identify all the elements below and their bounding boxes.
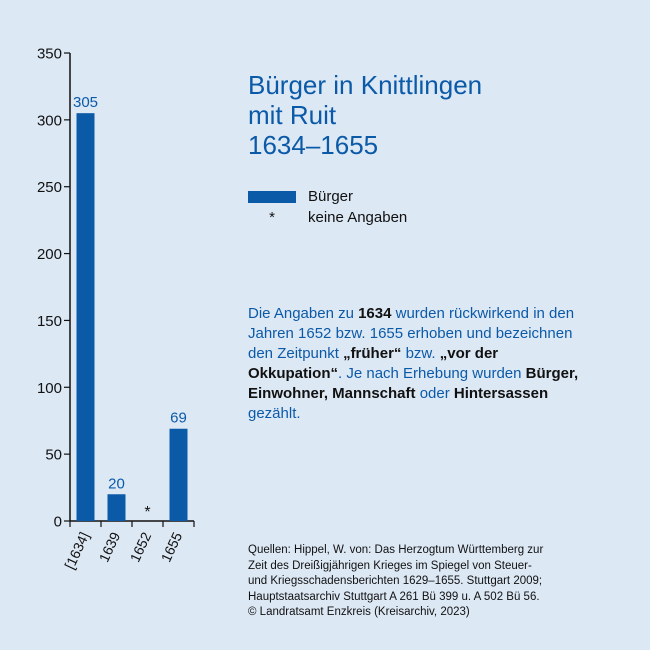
y-tick-label: 200	[37, 246, 62, 263]
desc-part: wurden rückwirkend in den Jahren 1652 bz…	[248, 305, 575, 362]
desc-part: bzw.	[401, 345, 440, 362]
x-tick-label: 1639	[96, 529, 124, 564]
legend-missing-label: keine Angaben	[308, 209, 408, 226]
y-tick-label: 150	[37, 313, 62, 330]
legend-swatch	[248, 190, 296, 203]
y-tick-label: 0	[54, 514, 62, 531]
legend-item-series: Bürger	[248, 186, 407, 207]
description-text: Die Angaben zu 1634 wurden rückwirkend i…	[248, 304, 593, 424]
y-tick-label: 350	[37, 46, 62, 63]
missing-value-marker: *	[144, 504, 150, 521]
desc-bold: „früher“	[343, 345, 402, 362]
desc-part: . Je nach Erhebung wurden	[338, 365, 526, 382]
desc-part: oder	[415, 385, 454, 402]
sources-line: und Kriegsschadensberichten 1629–1655. S…	[248, 575, 543, 587]
y-tick-label: 300	[37, 112, 62, 129]
chart-title: Bürger in Knittlingen mit Ruit 1634–1655	[248, 70, 482, 160]
desc-bold: Bürger, Einwohner, Mannschaft	[248, 365, 579, 402]
desc-bold: Hintersassen	[453, 385, 549, 402]
bar-value-label: 305	[73, 94, 98, 111]
sources-line: Quellen: Hippel, W. von: Das Herzogtum W…	[248, 544, 544, 556]
bar-value-label: 69	[170, 410, 187, 427]
legend-series-label: Bürger	[308, 188, 354, 205]
legend-missing-symbol: *	[269, 209, 275, 226]
legend-item-missing: * keine Angaben	[248, 207, 407, 228]
desc-part: gezählt.	[248, 405, 301, 422]
sources-line: Zeit des Dreißigjährigen Krieges im Spie…	[248, 559, 532, 572]
y-tick-label: 100	[37, 380, 62, 397]
y-tick-label: 250	[37, 179, 62, 196]
desc-bold: „vor der Okkupation“	[248, 345, 499, 382]
x-tick-label: 1655	[158, 529, 186, 564]
sources-note: Quellen: Hippel, W. von: Das Herzogtum W…	[248, 543, 608, 621]
y-tick-label: 50	[45, 447, 62, 464]
bar	[107, 494, 126, 521]
desc-bold: 1634	[358, 305, 392, 322]
bar	[76, 113, 95, 522]
chart-title-line-1: Bürger in Knittlingen	[248, 70, 483, 100]
legend: Bürger * keine Angaben	[248, 186, 407, 228]
sources-line: Hauptstaatsarchiv Stuttgart A 261 Bü 399…	[248, 590, 540, 603]
x-tick-label: [1634]	[61, 530, 92, 572]
chart-title-line-2: mit Ruit	[248, 100, 337, 130]
desc-part: Die Angaben zu	[248, 305, 359, 322]
sources-line: © Landratsamt Enzkreis (Kreisarchiv, 202…	[248, 606, 470, 618]
bar-value-label: 20	[108, 475, 125, 492]
chart-title-line-3: 1634–1655	[248, 130, 379, 160]
x-tick-label: 1652	[127, 529, 155, 564]
bar	[169, 428, 188, 521]
